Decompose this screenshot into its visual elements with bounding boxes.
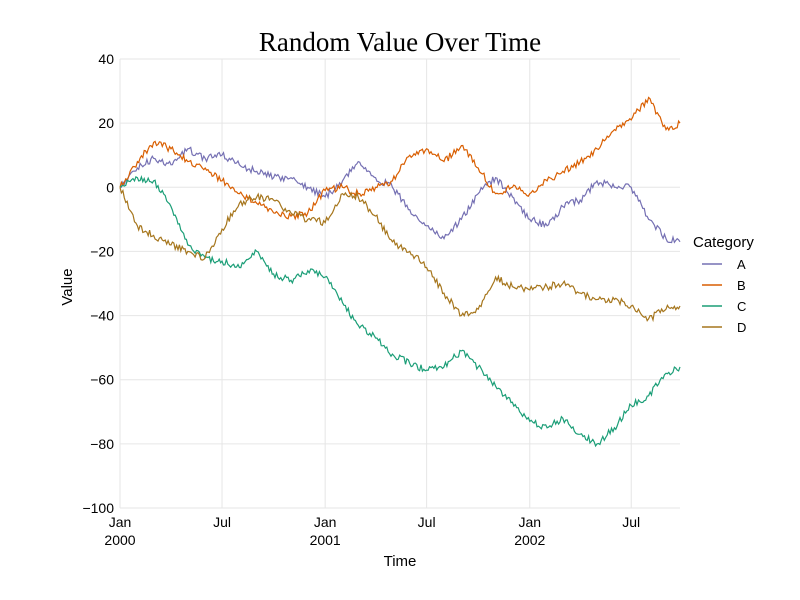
x-tick-label: Jan [518,514,541,530]
y-tick-label: 0 [106,179,114,195]
series-line-c [119,174,681,448]
x-tick-label: Jul [213,514,231,530]
y-tick-label: −20 [90,243,114,259]
y-tick-label: −80 [90,436,114,452]
x-tick-year-label: 2000 [104,532,135,548]
y-axis-label: Value [59,268,76,305]
y-tick-label: 20 [98,115,114,131]
legend-label-d: D [737,320,746,335]
x-tick-label: Jul [622,514,640,530]
legend-title: Category [693,234,754,251]
x-tick-label: Jan [109,514,132,530]
y-tick-label: −40 [90,308,114,324]
legend-label-a: A [737,257,746,272]
x-tick-year-label: 2002 [514,532,545,548]
x-axis-label: Time [384,553,417,570]
y-tick-label: −100 [82,500,114,516]
y-tick-label: −60 [90,372,114,388]
x-tick-label: Jul [418,514,436,530]
series-line-b [119,96,681,221]
series-lines [119,96,681,448]
x-tick-label: Jan [314,514,337,530]
chart-title: Random Value Over Time [258,27,542,57]
series-line-d [119,187,681,323]
grid-lines [119,58,680,509]
series-line-a [119,146,681,244]
legend-label-b: B [737,278,746,293]
legend-label-c: C [737,299,746,314]
x-tick-year-label: 2001 [310,532,341,548]
y-tick-label: 40 [98,51,114,67]
